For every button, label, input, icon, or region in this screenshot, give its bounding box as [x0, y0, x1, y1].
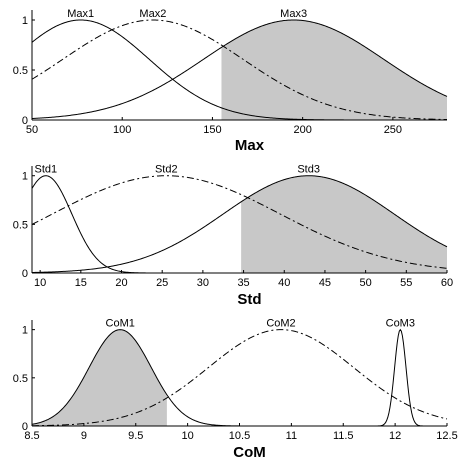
curve-label-std1: Std1: [35, 164, 58, 176]
series-line-max3: [31, 19, 448, 120]
x-tick-label: 40: [278, 277, 290, 289]
series-line-std3: [31, 175, 448, 273]
y-tick-label: 1: [22, 171, 28, 183]
curve-label-max1: Max1: [67, 8, 94, 20]
x-tick-label: 20: [115, 277, 127, 289]
curve-label-std2: Std2: [155, 164, 178, 176]
x-tick-label: 25: [156, 277, 168, 289]
x-axis-label: CoM: [233, 444, 266, 461]
x-tick-label: 30: [197, 277, 209, 289]
x-tick-label: 100: [113, 124, 131, 136]
x-tick-label: 12: [389, 430, 401, 442]
x-tick-label: 10.5: [229, 430, 250, 442]
curve-label-max3: Max3: [280, 8, 307, 20]
y-tick-label: 0: [22, 115, 28, 127]
series-line-std2: [31, 175, 448, 269]
x-tick-label: 50: [26, 124, 38, 136]
curve-label-com2: CoM2: [266, 318, 295, 330]
curve-label-std3: Std3: [297, 164, 320, 176]
x-axis-label: Max: [235, 137, 265, 154]
panel-std: Std1 Std2 Std3 10 15 20 25 30 35 40 45 50 55 60 0 0.5 1 S…: [13, 164, 453, 308]
y-tick-label: 1: [22, 15, 28, 27]
y-tick-label: 1: [22, 325, 28, 337]
x-tick-label: 9.5: [128, 430, 143, 442]
x-tick-label: 8.5: [24, 430, 39, 442]
series-line-com2: [31, 329, 448, 427]
curve-label-max2: Max2: [139, 8, 166, 20]
x-tick-label: 50: [360, 277, 372, 289]
x-tick-label: 15: [75, 277, 87, 289]
x-tick-label: 45: [319, 277, 331, 289]
shaded-region-max3: [221, 20, 447, 120]
x-tick-label: 11.5: [333, 430, 354, 442]
panel-max: Max1 Max2 Max3 50 100 150 200 250 0 0.5 1 Max: [13, 8, 448, 154]
shaded-region-com1: [32, 329, 167, 426]
x-tick-label: 60: [441, 277, 453, 289]
y-tick-label: 0: [22, 421, 28, 433]
x-tick-label: 150: [203, 124, 221, 136]
x-tick-label: 12.5: [436, 430, 457, 442]
x-tick-label: 55: [400, 277, 412, 289]
curve-label-com3: CoM3: [386, 318, 415, 330]
y-tick-label: 0.5: [13, 65, 28, 77]
x-tick-label: 9: [81, 430, 87, 442]
x-tick-label: 11: [286, 430, 297, 442]
y-tick-label: 0: [22, 268, 28, 280]
curve-label-com1: CoM1: [106, 318, 135, 330]
x-axis-label: Std: [237, 291, 261, 308]
x-tick-label: 250: [384, 124, 402, 136]
y-tick-label: 0.5: [13, 373, 28, 385]
x-tick-label: 10: [34, 277, 46, 289]
shaded-region-std3: [241, 175, 447, 273]
y-tick-label: 0.5: [13, 219, 28, 231]
x-tick-label: 35: [237, 277, 249, 289]
x-tick-label: 200: [293, 124, 311, 136]
x-tick-label: 10: [182, 430, 194, 442]
